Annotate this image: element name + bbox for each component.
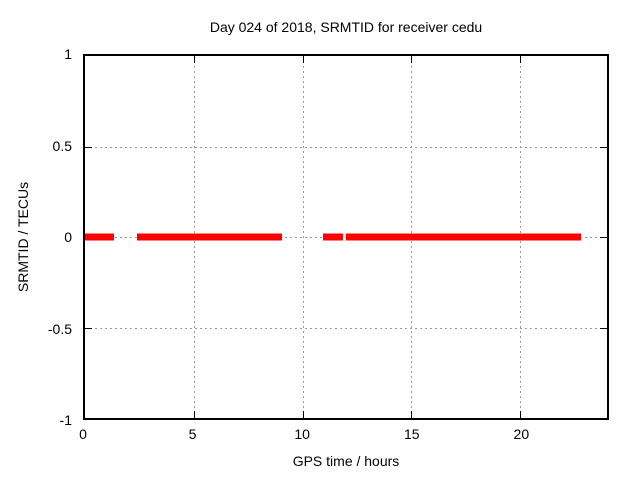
x-tick-label: 0	[79, 426, 87, 442]
y-tick-label: -1	[59, 412, 72, 428]
y-tick-mark	[85, 146, 92, 148]
x-tick-label: 5	[188, 426, 197, 442]
data-segment	[346, 233, 581, 241]
y-gridline	[85, 327, 607, 329]
x-tick-mark	[302, 411, 304, 418]
y-tick-label: 0.5	[52, 137, 72, 154]
y-tick-labels: 1 0.5 0 -0.5 -1	[0, 46, 72, 428]
x-tick-label: 15	[403, 426, 420, 442]
x-axis-title: GPS time / hours	[292, 453, 400, 469]
x-tick-mark	[193, 56, 195, 63]
y-tick-mark	[600, 237, 607, 238]
chart-title: Day 024 of 2018, SRMTID for receiver ced…	[209, 19, 483, 35]
x-tick-labels: 0 5 10 15 20	[79, 426, 609, 444]
y-tick-label: -0.5	[47, 320, 72, 337]
x-tick-label: 10	[294, 426, 310, 442]
data-segment	[85, 233, 115, 241]
plot-area	[83, 54, 609, 420]
y-tick-label: 0	[64, 229, 72, 245]
x-tick-mark	[520, 56, 521, 63]
x-tick-mark	[411, 56, 413, 63]
data-segment	[137, 233, 282, 241]
x-tick-mark	[520, 411, 521, 418]
x-tick-mark	[193, 411, 195, 418]
x-tick-mark	[411, 411, 413, 418]
data-segment	[323, 233, 343, 241]
y-tick-label: 1	[64, 46, 72, 62]
y-gridline	[85, 146, 607, 148]
y-tick-mark	[600, 146, 607, 148]
x-tick-mark	[302, 56, 304, 63]
y-tick-mark	[85, 327, 92, 329]
x-tick-label: 20	[513, 426, 530, 442]
y-tick-mark	[600, 327, 607, 329]
